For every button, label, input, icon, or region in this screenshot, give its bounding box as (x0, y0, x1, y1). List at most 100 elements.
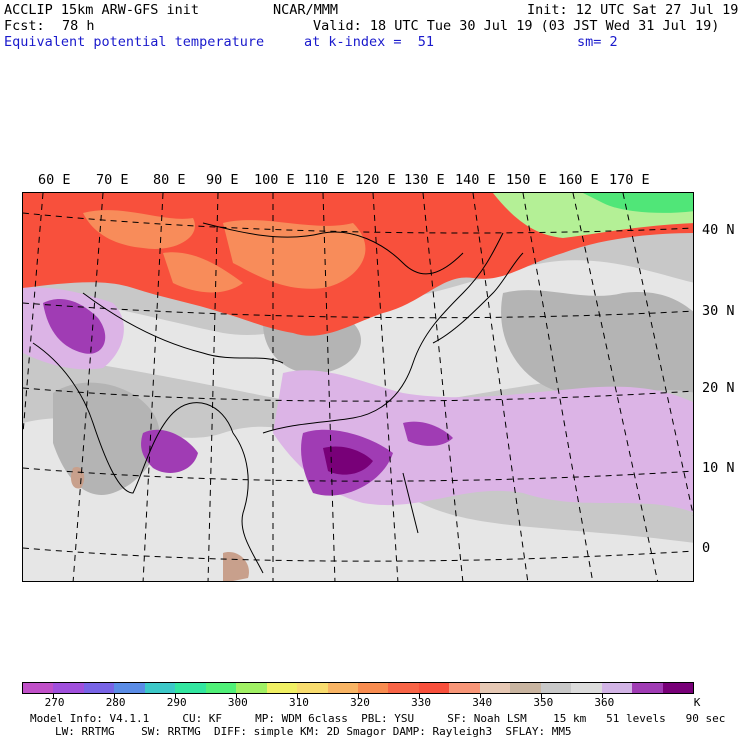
coastline-china (262, 232, 504, 434)
lat-label-40n: 40 N (702, 222, 735, 238)
colorbar-tick (480, 694, 482, 698)
organization-label: NCAR/MMM (273, 2, 339, 18)
lon-label-170e: 170 E (609, 172, 650, 188)
colorbar-swatch (662, 683, 693, 693)
dark-grey-patch (263, 320, 362, 374)
orange-patch (223, 220, 366, 289)
lon-label-60e: 60 E (38, 172, 71, 188)
coastline-indochina (232, 432, 264, 574)
lon-label-150e: 150 E (506, 172, 547, 188)
colorbar-swatch (53, 683, 84, 693)
lon-label-80e: 80 E (153, 172, 186, 188)
colorbar-swatch (571, 683, 602, 693)
lat-label-30n: 30 N (702, 303, 735, 319)
tan-patch (70, 467, 85, 489)
colorbar-swatch (449, 683, 480, 693)
colorbar-label: 280 (105, 696, 126, 709)
colorbar-swatch (205, 683, 237, 693)
meridian-170e (622, 193, 693, 517)
smoothing-label: sm= 2 (577, 34, 618, 50)
model-info-line2: LW: RRTMG SW: RRTMG DIFF: simple KM: 2D … (55, 725, 572, 738)
colorbar-swatch (510, 683, 541, 693)
colorbar-swatch (418, 683, 450, 693)
forecast-hour: 78 h (62, 18, 95, 34)
model-title: ACCLIP 15km ARW-GFS init (4, 2, 200, 18)
colorbar-label: 330 (411, 696, 432, 709)
coastline-philippines (402, 472, 419, 534)
lon-label-100e: 100 E (254, 172, 295, 188)
valid-time: Valid: 18 UTC Tue 30 Jul 19 (03 JST Wed … (313, 18, 720, 34)
lon-label-110e: 110 E (304, 172, 345, 188)
parallel-40n (23, 212, 693, 234)
field-name: Equivalent potential temperature (4, 34, 265, 50)
green-patch (583, 193, 693, 213)
parallel-0 (23, 547, 693, 562)
lat-label-20n: 20 N (702, 380, 735, 396)
colorbar-swatch (632, 683, 663, 693)
colorbar-swatch (83, 683, 115, 693)
lon-label-130e: 130 E (404, 172, 445, 188)
colorbar-tick (235, 694, 237, 698)
border-china-mongolia (202, 222, 464, 275)
level-label: at k-index = 51 (304, 34, 435, 50)
colorbar-swatch (327, 683, 358, 693)
colorbar-swatch (479, 683, 511, 693)
orange-patch (163, 252, 243, 293)
colorbar-label: 340 (472, 696, 493, 709)
colorbar-swatch (23, 683, 54, 693)
colorbar-swatch (388, 683, 419, 693)
colorbar-tick (174, 694, 176, 698)
dark-purple-region (323, 446, 373, 475)
dark-grey-patch (53, 382, 160, 495)
colorbar-label: 350 (533, 696, 554, 709)
border-himalaya (82, 292, 284, 364)
colorbar-tick (52, 694, 54, 698)
colorbar-swatch (266, 683, 298, 693)
colorbar-label: 290 (166, 696, 187, 709)
colorbar-tick (358, 694, 359, 698)
lon-label-90e: 90 E (206, 172, 239, 188)
colorbar-swatch (114, 683, 145, 693)
dark-grey-patch (501, 290, 693, 396)
coastline-japan (432, 252, 524, 344)
lon-label-140e: 140 E (455, 172, 496, 188)
colorbar-tick (602, 694, 604, 698)
colorbar-label: 320 (350, 696, 370, 709)
lat-label-10n: 10 N (702, 460, 735, 476)
lon-label-120e: 120 E (355, 172, 396, 188)
purple-region (403, 421, 453, 446)
colorbar-swatch (175, 683, 206, 693)
lon-label-160e: 160 E (558, 172, 599, 188)
colorbar-tick (113, 694, 115, 698)
colorbar-label: 300 (227, 696, 248, 709)
colorbar-swatch (297, 683, 328, 693)
init-time: Init: 12 UTC Sat 27 Jul 19 (527, 2, 739, 18)
lat-label-0: 0 (702, 540, 711, 556)
colorbar-swatch (144, 683, 176, 693)
lon-label-70e: 70 E (96, 172, 129, 188)
colorbar-label: 360 (594, 696, 615, 709)
colorbar-tick (419, 694, 421, 698)
colorbar (22, 682, 694, 694)
purple-region (43, 298, 106, 354)
theta-e-map (22, 192, 694, 582)
meridian-160e (572, 193, 659, 581)
colorbar-tick (541, 694, 543, 698)
meridian-150e (522, 193, 594, 581)
meridian-60e (23, 193, 44, 434)
colorbar-swatch (601, 683, 633, 693)
forecast-label: Fcst: (4, 18, 45, 34)
graticule (23, 193, 693, 581)
colorbar-swatch (236, 683, 267, 693)
colorbar-swatch (540, 683, 572, 693)
colorbar-tick (296, 694, 298, 698)
model-info-line1: Model Info: V4.1.1 CU: KF MP: WDM 6class… (30, 712, 726, 725)
orange-patch (83, 210, 195, 249)
parallel-10n (23, 467, 693, 482)
colorbar-unit: K (693, 696, 701, 709)
parallel-20n (23, 387, 693, 402)
colorbar-label: 270 (44, 696, 65, 709)
colorbar-swatch (357, 683, 389, 693)
colorbar-label: 310 (288, 696, 309, 709)
map-canvas (23, 193, 693, 581)
